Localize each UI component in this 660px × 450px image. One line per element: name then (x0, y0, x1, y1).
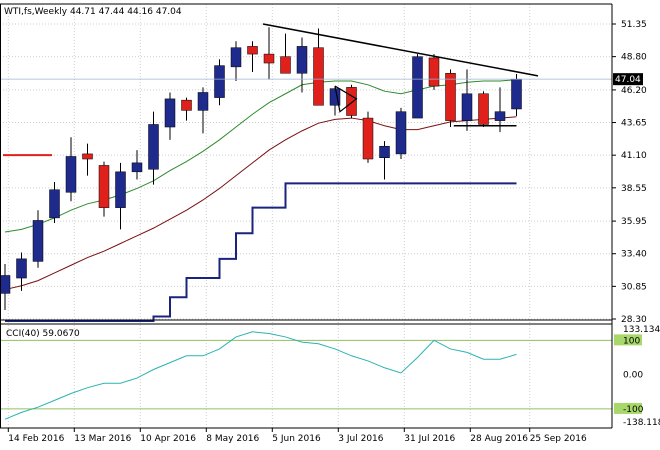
cci-level-label: 100 (623, 336, 640, 346)
candle-body[interactable] (494, 111, 506, 121)
cci-y-tick-label: -138.118 (623, 418, 660, 428)
candle-body[interactable] (131, 162, 143, 173)
candle-body[interactable] (313, 47, 324, 106)
x-tick-label: 28 Aug 2016 (470, 434, 528, 444)
candle-body[interactable] (16, 258, 27, 279)
cci-y-tick-label: 133.1347 (623, 325, 660, 335)
candle-body[interactable] (296, 46, 308, 74)
labels: WTI,fs,Weekly 44.71 47.44 44.16 47.04 CC… (4, 7, 182, 339)
candle-body[interactable] (115, 171, 126, 208)
current-price-label: 47.04 (615, 75, 641, 85)
candle-body[interactable] (461, 93, 473, 121)
candle-body[interactable] (181, 99, 192, 111)
candle-body[interactable] (32, 220, 44, 262)
y-tick-label: 30.85 (621, 282, 647, 292)
x-tick-label: 3 Jul 2016 (338, 434, 383, 444)
candle-body[interactable] (346, 87, 357, 116)
y-tick-label: 41.10 (621, 151, 647, 161)
candle-body[interactable] (412, 56, 423, 119)
candle-body[interactable] (230, 47, 242, 68)
candle-body[interactable] (280, 56, 291, 74)
x-tick-label: 8 May 2016 (206, 434, 259, 444)
candle-body[interactable] (82, 153, 93, 160)
candle-body[interactable] (0, 275, 11, 294)
current-price-box (613, 73, 643, 86)
candle-body[interactable] (164, 98, 176, 128)
cci-level-box (614, 402, 642, 414)
x-tick-label: 13 Mar 2016 (74, 434, 131, 444)
ma-fast-line[interactable] (4, 79, 517, 233)
y-tick-label: 35.95 (621, 217, 647, 227)
x-tick-label: 31 Jul 2016 (404, 434, 455, 444)
y-tick-label: 33.40 (621, 250, 647, 260)
y-tick-label: 28.30 (621, 315, 647, 325)
candle-body[interactable] (263, 53, 275, 64)
y-tick-label: 51.35 (621, 20, 647, 30)
x-tick-label: 5 Jun 2016 (272, 434, 321, 444)
candle-body[interactable] (65, 156, 77, 193)
cci-level-label: -100 (623, 405, 644, 415)
candle-body[interactable] (511, 78, 522, 110)
ma-slow-line[interactable] (4, 116, 517, 291)
main-series[interactable] (0, 23, 612, 322)
candle-body[interactable] (395, 111, 407, 155)
cci-series[interactable] (0, 331, 612, 420)
axes: 51.35 48.80 46.20 43.65 41.10 38.55 35.95 33.40… (0, 3, 660, 444)
x-tick-label: 25 Sep 2016 (530, 434, 587, 444)
candle-body[interactable] (197, 92, 209, 111)
candle-body[interactable] (98, 165, 110, 208)
y-tick-label: 38.55 (621, 184, 647, 194)
cci-y-tick-label: 0.00 (623, 371, 643, 381)
candle-body[interactable] (445, 73, 456, 121)
support-step-line[interactable] (5, 182, 517, 322)
candle-body[interactable] (148, 124, 159, 170)
candle-body[interactable] (379, 145, 390, 158)
candle-body[interactable] (214, 65, 225, 98)
candle-body[interactable] (478, 93, 489, 125)
x-tick-label: 10 Apr 2016 (140, 434, 196, 444)
cci-line[interactable] (4, 331, 517, 420)
triangle-annotation[interactable] (334, 85, 358, 113)
candle-body[interactable] (362, 117, 374, 160)
cci-label: CCI(40) 59.0670 (6, 329, 80, 339)
y-tick-label: 48.80 (621, 53, 647, 63)
candle-body[interactable] (428, 57, 440, 87)
y-tick-label: 43.65 (621, 119, 647, 129)
cci-level-box (614, 334, 642, 346)
candle-body[interactable] (247, 46, 258, 55)
chart-header: WTI,fs,Weekly 44.71 47.44 44.16 47.04 (4, 7, 182, 17)
candle-body[interactable] (49, 189, 60, 219)
trendline[interactable] (262, 23, 539, 77)
x-tick-label: 14 Feb 2016 (8, 434, 64, 444)
y-tick-label: 46.20 (621, 86, 647, 96)
